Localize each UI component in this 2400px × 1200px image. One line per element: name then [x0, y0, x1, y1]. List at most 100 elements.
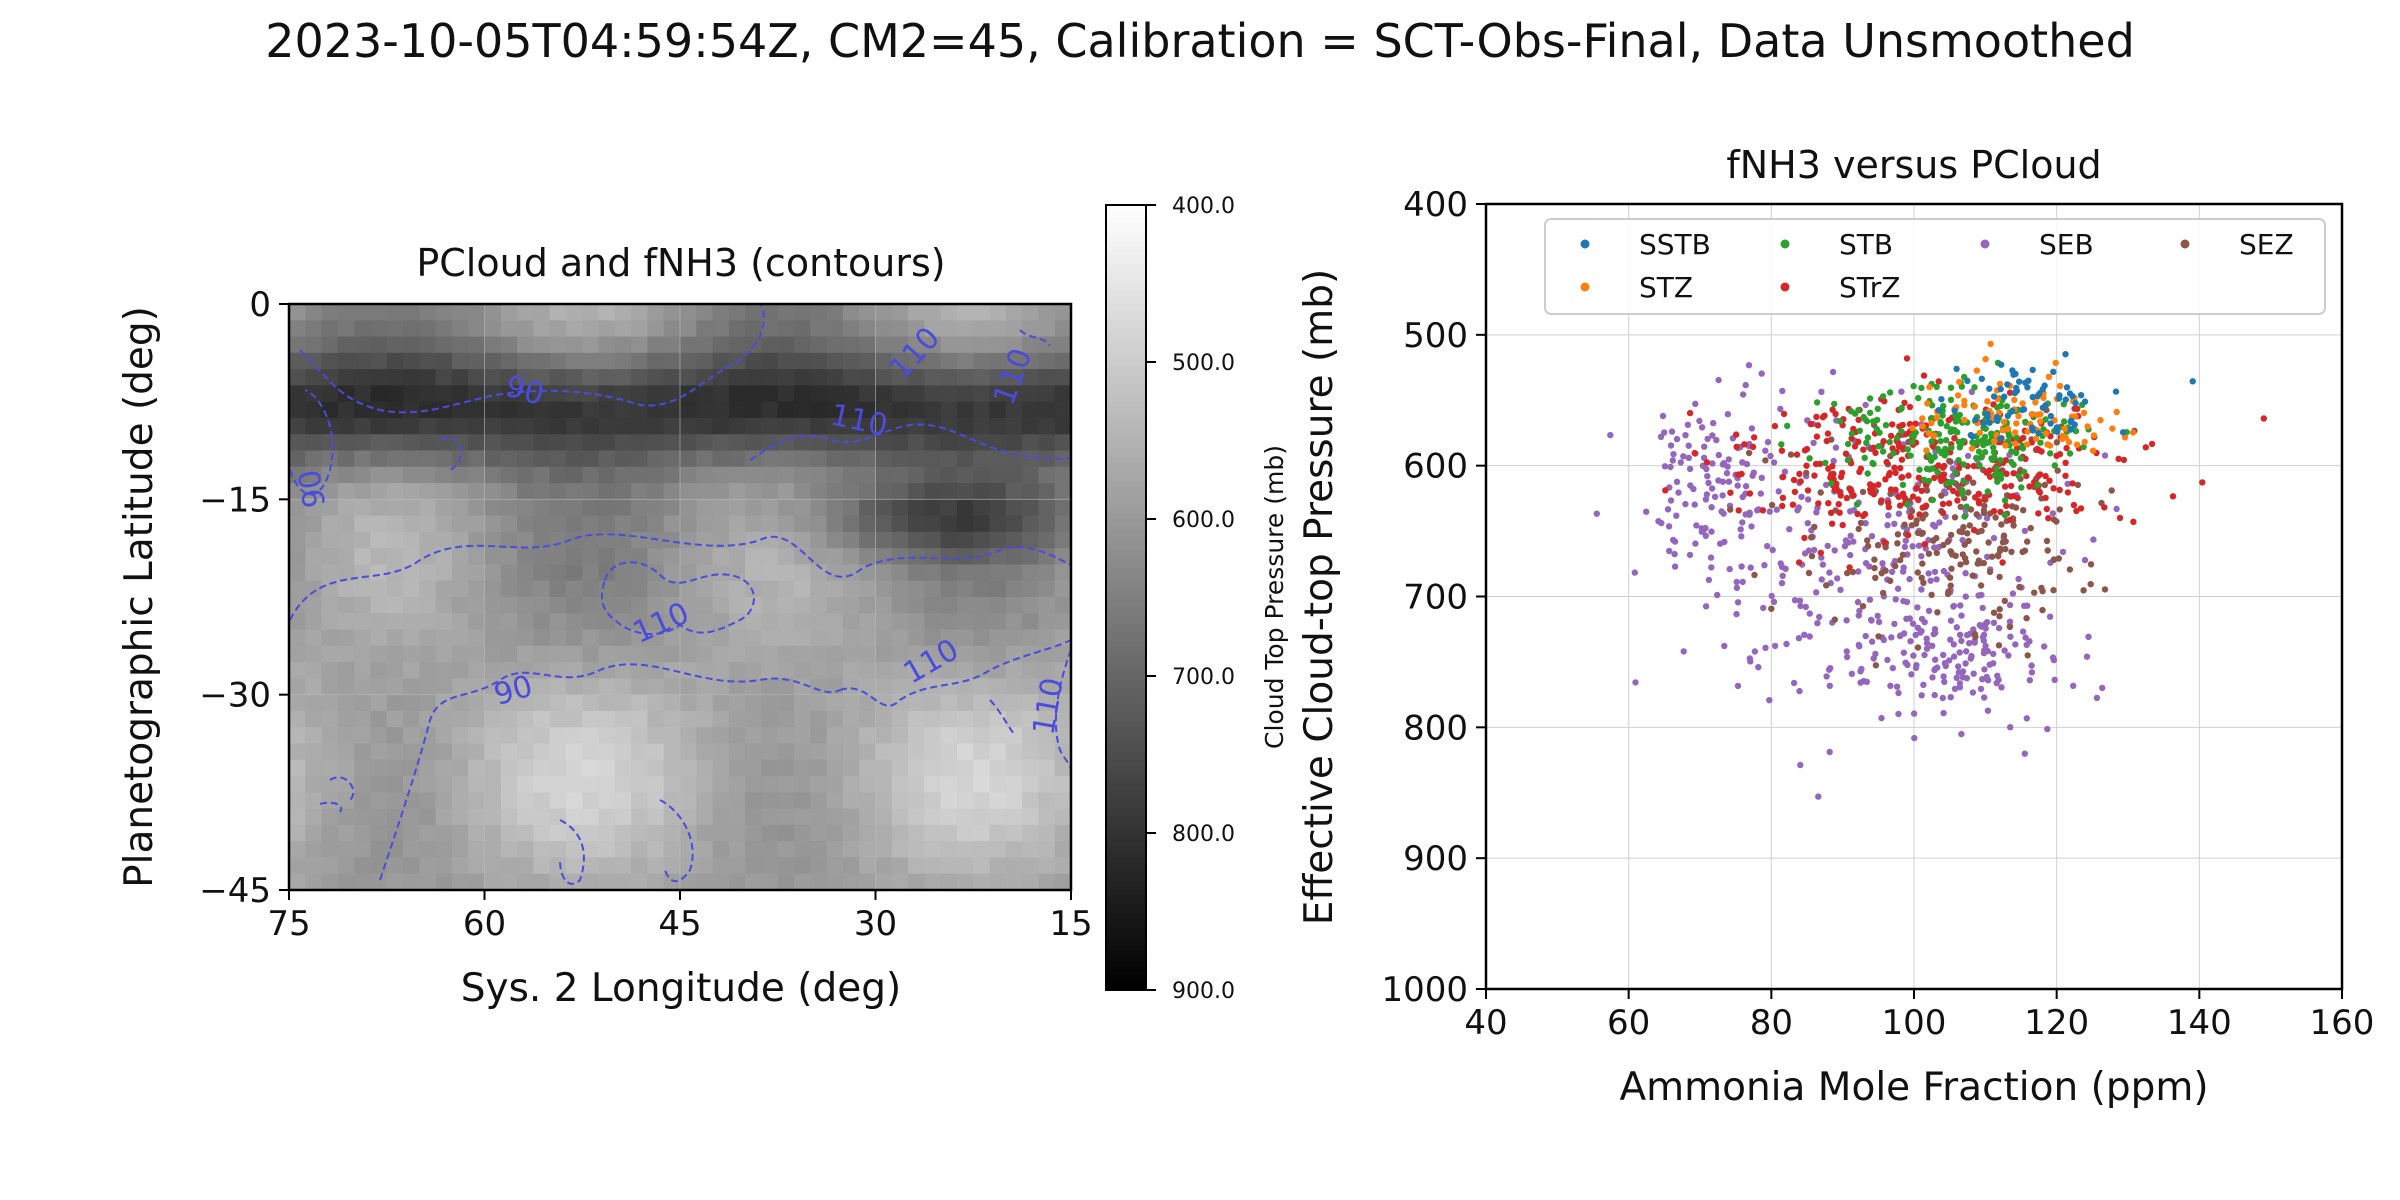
heatmap-cell: [956, 694, 974, 712]
heatmap-cell: [1054, 580, 1072, 598]
heatmap-cell: [337, 678, 355, 696]
scatter-point: [1818, 388, 1825, 395]
heatmap-cell: [305, 857, 323, 875]
heatmap-cell: [468, 873, 486, 891]
heatmap-cell: [386, 743, 404, 761]
heatmap-cell: [337, 336, 355, 354]
scatter-point: [2015, 412, 2022, 420]
heatmap-cell: [435, 515, 453, 533]
scatter-x-ticks: 40 60 80 100 120 140 160: [1464, 989, 2374, 1043]
fnh3-contour-line: [299, 303, 765, 414]
scatter-point: [1831, 547, 1838, 554]
heatmap-cell: [1038, 531, 1056, 549]
heatmap-cell: [370, 483, 388, 500]
scatter-point: [1914, 604, 1921, 611]
scatter-points: [1593, 340, 2267, 800]
heatmap-cell: [419, 613, 437, 631]
heatmap-cell: [598, 515, 616, 533]
heatmap-cell: [761, 515, 779, 533]
heatmap-cell: [451, 515, 469, 533]
scatter-point: [1880, 636, 1888, 644]
heatmap-cell: [614, 483, 632, 500]
heatmap-cell: [777, 873, 795, 891]
heatmap-cell: [842, 678, 860, 696]
heatmap-cell: [582, 336, 600, 354]
scatter-point: [1764, 438, 1772, 446]
heatmap-cell: [696, 841, 714, 859]
scatter-point: [1895, 710, 1902, 718]
scatter-point: [1842, 537, 1850, 544]
heatmap-cell: [435, 385, 453, 403]
heatmap-cell: [696, 385, 714, 403]
heatmap-cell: [1022, 304, 1040, 321]
heatmap-cell: [451, 613, 469, 631]
fnh3-contour-line: [749, 423, 1072, 461]
heatmap-cell: [582, 792, 600, 810]
heatmap-cell: [1022, 629, 1040, 647]
heatmap-cell: [1022, 434, 1040, 452]
heatmap-cell: [484, 304, 502, 321]
scatter-point: [1937, 418, 1944, 426]
heatmap-cell: [582, 727, 600, 745]
scatter-point: [1940, 567, 1948, 575]
heatmap-cell: [468, 759, 486, 777]
heatmap-cell: [631, 613, 649, 631]
heatmap-cell: [305, 792, 323, 810]
heatmap-cell: [549, 564, 567, 582]
heatmap-cell: [777, 808, 795, 826]
heatmap-cell: [680, 597, 697, 614]
heatmap-cell: [973, 694, 991, 712]
heatmap-cell: [337, 776, 355, 793]
heatmap-cell: [680, 304, 697, 321]
heatmap-cell: [989, 694, 1007, 712]
heatmap-cell: [842, 304, 860, 321]
heatmap-cell: [614, 678, 632, 696]
heatmap-cell: [842, 873, 860, 891]
heatmap-cell: [956, 873, 974, 891]
scatter-point: [1984, 488, 1992, 495]
scatter-point: [1832, 444, 1840, 451]
scatter-point: [1947, 694, 1954, 701]
scatter-point: [1919, 423, 1927, 430]
scatter-point: [2073, 441, 2081, 448]
heatmap-cell: [386, 434, 404, 452]
heatmap-cell: [500, 694, 518, 712]
heatmap-cell: [826, 548, 844, 566]
scatter-point: [1724, 463, 1731, 470]
heatmap-cell: [826, 792, 844, 810]
scatter-point: [1855, 641, 1863, 649]
scatter-point: [1953, 674, 1960, 681]
heatmap-cell: [973, 808, 991, 826]
heatmap-cell: [533, 743, 551, 761]
heatmap-cell: [794, 629, 811, 647]
scatter-point: [1762, 457, 1769, 464]
heatmap-cell: [761, 759, 779, 777]
heatmap-cell: [549, 857, 567, 875]
heatmap-cell: [305, 352, 323, 370]
heatmap-cell: [956, 515, 974, 533]
heatmap-cell: [484, 531, 502, 549]
heatmap-cell: [875, 466, 893, 484]
heatmap-cell: [908, 385, 925, 403]
scatter-point: [1874, 542, 1882, 549]
heatmap-cell: [680, 629, 697, 647]
fnh3-contour-line: [289, 389, 334, 496]
scatter-point: [2020, 468, 2028, 476]
scatter-point: [1981, 496, 1988, 503]
heatmap-cell: [1038, 369, 1056, 386]
scatter-point: [2062, 472, 2069, 479]
heatmap-cell: [533, 499, 551, 517]
scatter-point: [1948, 565, 1955, 572]
scatter-point: [1900, 649, 1908, 656]
scatter-point: [1834, 575, 1841, 582]
heatmap-cell: [680, 401, 697, 419]
heatmap-cell: [1038, 417, 1056, 435]
scatter-point: [1758, 370, 1765, 377]
scatter-point: [1915, 394, 1922, 402]
heatmap-cell: [517, 385, 534, 403]
scatter-y-tick-label: 700: [1403, 578, 1468, 618]
heatmap-cell: [1054, 401, 1072, 419]
heatmap-cell: [500, 401, 518, 419]
scatter-point: [2013, 434, 2020, 441]
